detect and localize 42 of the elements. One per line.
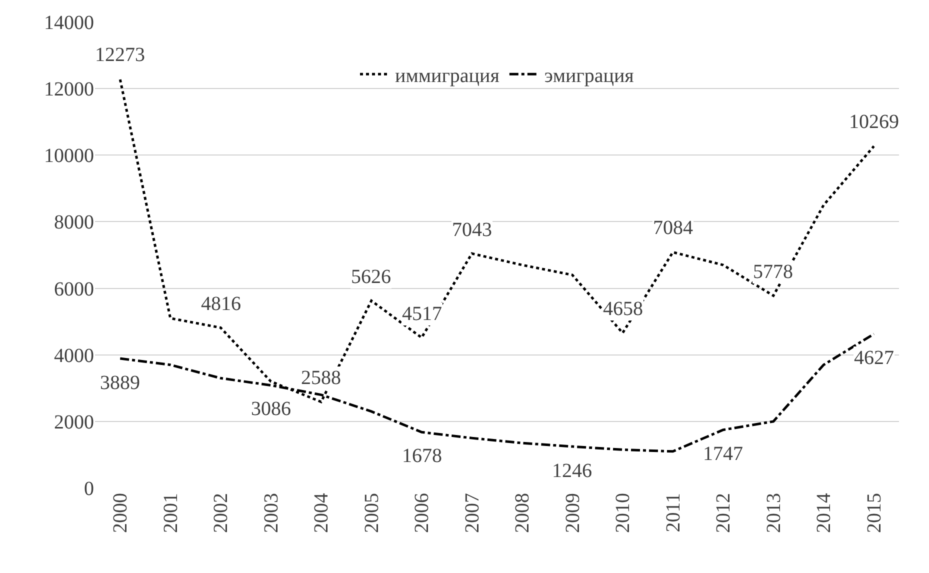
data-label: 4658 xyxy=(603,298,643,320)
data-label: 1246 xyxy=(552,460,592,482)
y-tick-label: 4000 xyxy=(54,344,94,367)
legend-label: эмиграция xyxy=(544,64,634,87)
x-tick-label: 2008 xyxy=(512,493,534,533)
x-tick-label: 2001 xyxy=(160,493,182,533)
x-tick-label: 2000 xyxy=(110,493,132,533)
y-tick-label: 10000 xyxy=(44,145,94,168)
legend-label: иммиграция xyxy=(395,64,500,87)
x-tick-label: 2013 xyxy=(762,493,785,533)
x-tick-label: 2006 xyxy=(411,493,434,533)
y-tick-label: 8000 xyxy=(54,212,94,234)
data-label: 3889 xyxy=(100,372,140,394)
data-label: 4627 xyxy=(854,347,894,369)
x-tick-label: 2007 xyxy=(461,493,484,533)
x-tick-label: 2003 xyxy=(260,493,282,533)
x-tick-label: 2012 xyxy=(712,493,735,533)
x-tick-label: 2015 xyxy=(863,493,886,533)
data-label: 1678 xyxy=(402,445,442,467)
data-label: 2588 xyxy=(301,367,341,389)
data-label: 4517 xyxy=(402,303,442,325)
y-tick-label: 12000 xyxy=(44,78,94,101)
y-tick-label: 0 xyxy=(84,478,94,500)
data-label: 3086 xyxy=(251,398,291,420)
data-label: 12273 xyxy=(95,44,145,66)
y-tick-label: 6000 xyxy=(54,278,94,300)
data-label: 7043 xyxy=(452,219,492,241)
data-label: 5778 xyxy=(753,261,793,283)
x-tick-label: 2002 xyxy=(210,493,232,533)
x-tick-label: 2011 xyxy=(662,493,684,532)
data-label: 10269 xyxy=(849,111,899,133)
data-label: 4816 xyxy=(201,293,241,315)
y-tick-label: 2000 xyxy=(54,411,94,434)
data-label: 7084 xyxy=(653,217,693,239)
data-label: 1747 xyxy=(703,443,743,465)
x-tick-label: 2014 xyxy=(813,493,836,533)
x-tick-label: 2005 xyxy=(360,493,383,533)
x-tick-label: 2010 xyxy=(612,493,634,533)
data-label: 5626 xyxy=(351,266,391,288)
x-tick-label: 2004 xyxy=(310,493,333,533)
x-tick-label: 2009 xyxy=(562,493,584,533)
y-tick-label: 14000 xyxy=(44,12,94,34)
